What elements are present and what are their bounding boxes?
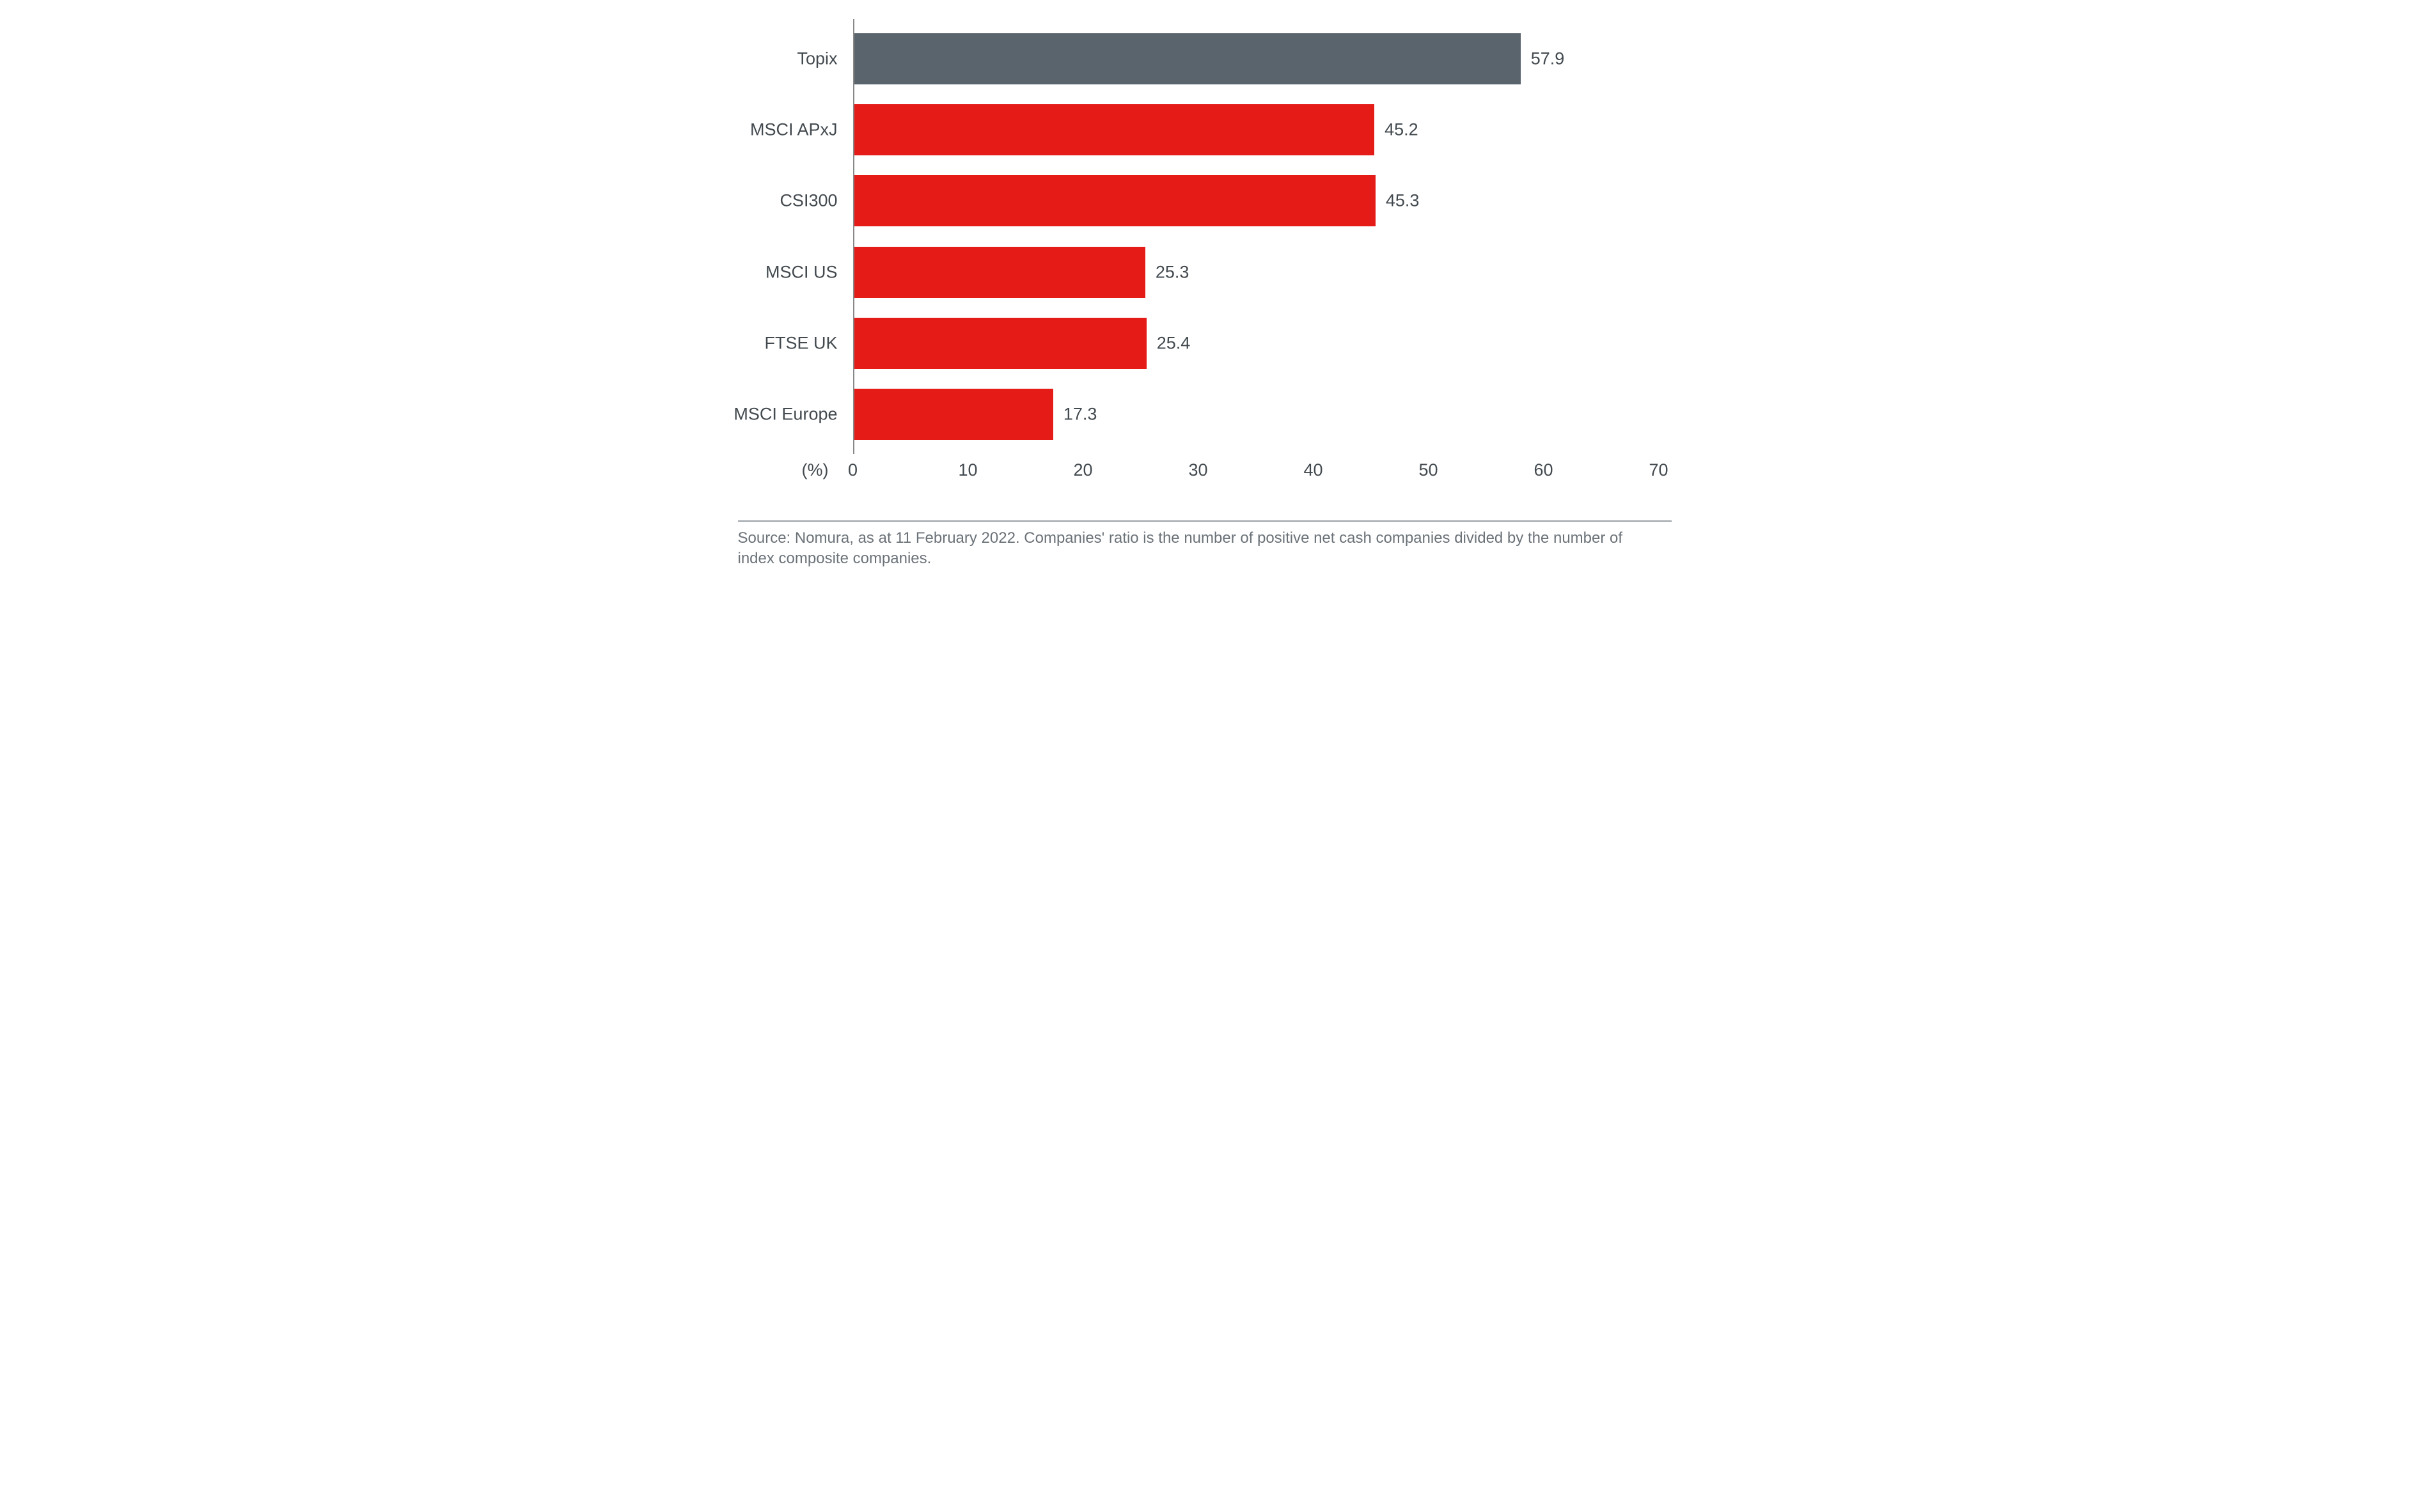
x-tick-label: 50	[1418, 460, 1438, 480]
bar-row: MSCI APxJ45.2	[854, 104, 1660, 155]
bar	[854, 318, 1147, 369]
bar-row: FTSE UK25.4	[854, 318, 1660, 369]
bar-row: Topix57.9	[854, 33, 1660, 84]
source-footnote: Source: Nomura, as at 11 February 2022. …	[738, 528, 1646, 570]
x-tick-label: 20	[1073, 460, 1092, 480]
value-label: 45.3	[1376, 191, 1420, 211]
x-tick-label: 30	[1188, 460, 1207, 480]
value-label: 25.3	[1145, 262, 1189, 282]
category-label: MSCI Europe	[734, 405, 854, 425]
bar	[854, 33, 1521, 84]
x-axis-unit-label: (%)	[802, 460, 829, 480]
x-tick-label: 10	[958, 460, 977, 480]
bar-row: MSCI Europe17.3	[854, 389, 1660, 440]
value-label: 17.3	[1053, 405, 1097, 425]
x-tick-label: 40	[1303, 460, 1322, 480]
value-label: 57.9	[1521, 49, 1565, 68]
category-label: MSCI US	[765, 262, 854, 282]
x-tick-label: 60	[1534, 460, 1553, 480]
bar	[854, 389, 1053, 440]
category-label: Topix	[797, 49, 854, 68]
category-label: FTSE UK	[764, 333, 854, 353]
bar-row: MSCI US25.3	[854, 247, 1660, 298]
bar	[854, 247, 1145, 298]
footer-separator	[738, 520, 1672, 522]
x-tick-label: 70	[1649, 460, 1668, 480]
category-label: MSCI APxJ	[750, 120, 854, 139]
bar	[854, 104, 1375, 155]
bar-row: CSI30045.3	[854, 175, 1660, 226]
category-label: CSI300	[780, 191, 854, 211]
value-label: 45.2	[1374, 120, 1418, 139]
net-cash-companies-chart: Topix57.9MSCI APxJ45.2CSI30045.3MSCI US2…	[738, 13, 1672, 511]
x-tick-label: 0	[848, 460, 858, 480]
plot-area: Topix57.9 MSCI APxJ45.2 CSI30045.3 MSCI US2…	[853, 19, 1660, 454]
bar	[854, 175, 1376, 226]
x-axis: 010203040506070	[853, 460, 1659, 486]
value-label: 25.4	[1147, 333, 1191, 353]
